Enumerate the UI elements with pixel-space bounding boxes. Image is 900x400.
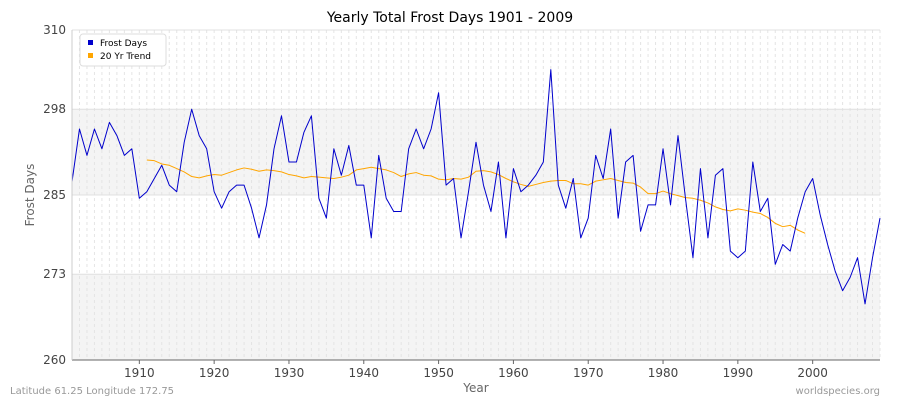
series-layer [71, 69, 881, 305]
y-axis-label: Frost Days [23, 164, 37, 227]
x-tick-label: 1930 [274, 366, 305, 380]
x-tick-label: 1980 [648, 366, 679, 380]
legend: Frost Days 20 Yr Trend [79, 33, 167, 67]
trend-line [146, 159, 806, 234]
legend-swatch-trend [88, 53, 93, 58]
legend-label-trend: 20 Yr Trend [100, 52, 151, 62]
chart-title: Yearly Total Frost Days 1901 - 2009 [326, 10, 573, 26]
y-tick-label: 260 [43, 353, 66, 367]
x-tick-labels: 1910 1920 1930 1940 1950 1960 1970 1980 1990 2000 [124, 360, 828, 380]
x-tick-label: 2000 [797, 366, 828, 380]
plot-band [72, 274, 880, 360]
y-tick-labels: 260 273 285 298 310 [43, 23, 66, 367]
frost-days-line [71, 69, 881, 305]
x-axis-label: Year [462, 381, 488, 395]
x-tick-label: 1920 [199, 366, 230, 380]
x-tick-label: 1970 [573, 366, 604, 380]
y-tick-label: 285 [43, 188, 66, 202]
y-tick-label: 298 [43, 102, 66, 116]
y-tick-label: 310 [43, 23, 66, 37]
legend-box [79, 33, 167, 67]
legend-label-frost-days: Frost Days [100, 39, 147, 49]
footer-source: worldspecies.org [796, 386, 880, 397]
x-tick-label: 1910 [124, 366, 155, 380]
vertical-grid [71, 30, 881, 360]
footer-location: Latitude 61.25 Longitude 172.75 [10, 386, 174, 397]
x-tick-label: 1950 [423, 366, 454, 380]
y-tick-label: 273 [43, 267, 66, 281]
x-tick-label: 1940 [349, 366, 380, 380]
x-tick-label: 1960 [498, 366, 529, 380]
legend-swatch-frost-days [88, 40, 93, 45]
x-tick-label: 1990 [723, 366, 754, 380]
